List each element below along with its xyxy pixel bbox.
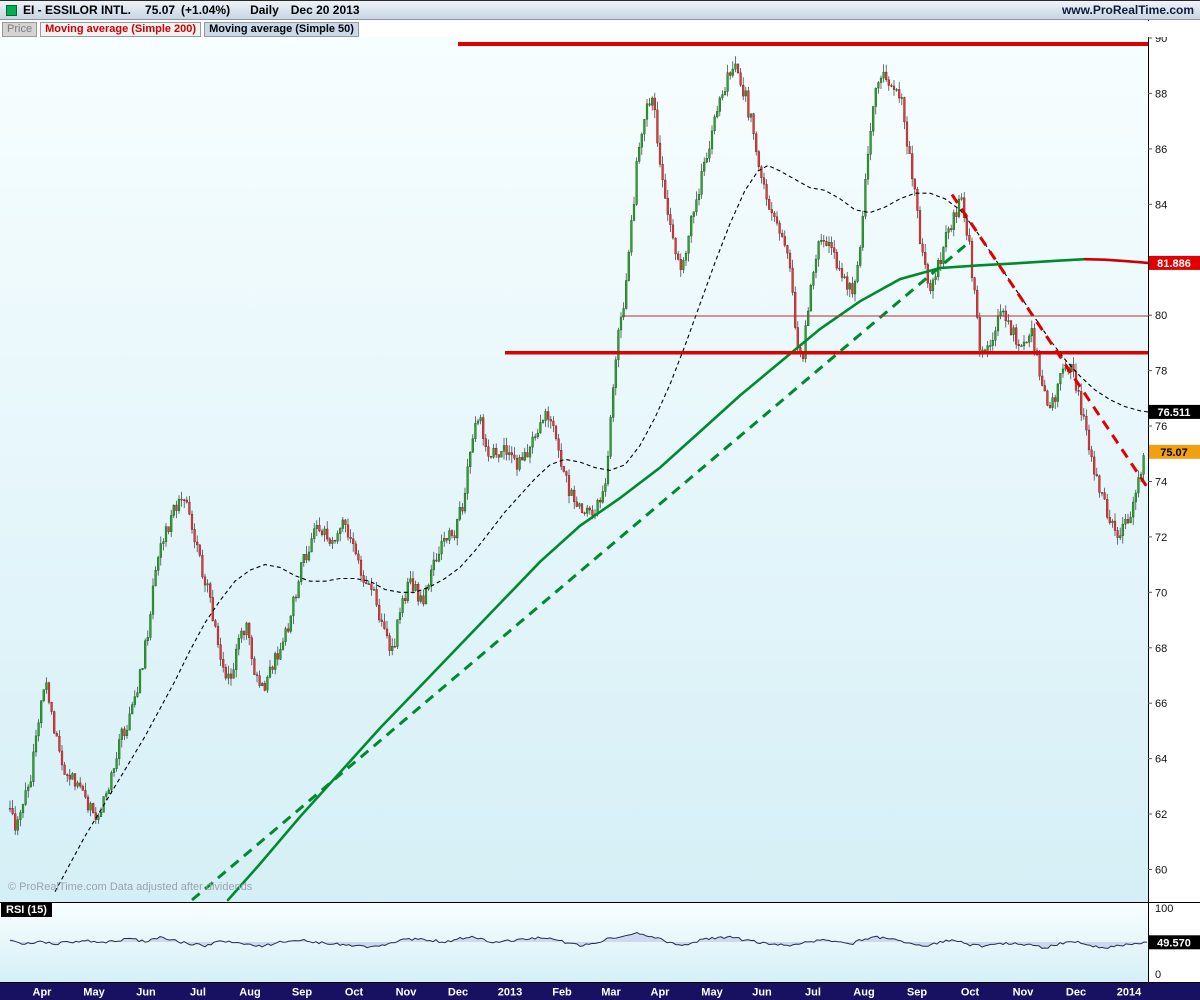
ma50-line <box>54 164 1148 892</box>
svg-text:Apr: Apr <box>651 987 671 999</box>
rsi-line <box>9 931 1148 949</box>
svg-text:Dec: Dec <box>448 987 468 999</box>
svg-text:Sep: Sep <box>907 987 927 999</box>
svg-text:0: 0 <box>1155 969 1161 981</box>
svg-text:Jul: Jul <box>805 987 821 999</box>
timeframe-label: Daily <box>250 3 279 17</box>
main-plot[interactable] <box>8 42 1148 902</box>
svg-text:Nov: Nov <box>1013 987 1035 999</box>
svg-text:74: 74 <box>1155 477 1167 489</box>
svg-text:64: 64 <box>1155 754 1167 766</box>
title-bar: EI - ESSILOR INTL. 75.07 (+1.04%) Daily … <box>0 0 1200 20</box>
time-axis: Apr May Jun Jul Aug Sep Oct Nov Dec 2013 Feb Mar Apr… <box>0 983 1200 1000</box>
svg-text:66: 66 <box>1155 698 1167 710</box>
svg-text:81.886: 81.886 <box>1157 258 1191 270</box>
instrument-title: EI - ESSILOR INTL. <box>23 3 132 17</box>
date-label: Dec 20 2013 <box>290 3 360 17</box>
svg-text:88: 88 <box>1155 88 1167 100</box>
last-price-text: 75.07 <box>145 3 176 17</box>
trendline-falling-resistance[interactable] <box>950 193 1148 490</box>
svg-text:100: 100 <box>1155 903 1173 915</box>
svg-text:May: May <box>701 987 723 999</box>
instrument-icon <box>6 4 17 16</box>
svg-text:76.511: 76.511 <box>1157 407 1190 419</box>
svg-text:84: 84 <box>1155 199 1167 211</box>
svg-text:Feb: Feb <box>552 987 572 999</box>
svg-text:2013: 2013 <box>498 987 522 999</box>
price-axis[interactable]: 90888684807876747270686664626081.88676.5… <box>1148 33 1200 981</box>
svg-text:Oct: Oct <box>345 987 364 999</box>
svg-text:60: 60 <box>1155 865 1167 877</box>
legend-bar: Price Moving average (Simple 200) Moving… <box>0 21 1200 37</box>
svg-text:62: 62 <box>1155 809 1167 821</box>
svg-text:Jun: Jun <box>136 987 156 999</box>
svg-text:Jul: Jul <box>190 987 206 999</box>
svg-text:78: 78 <box>1155 366 1167 378</box>
svg-text:70: 70 <box>1155 587 1167 599</box>
svg-text:Mar: Mar <box>601 987 621 999</box>
svg-text:Jun: Jun <box>752 987 772 999</box>
svg-text:68: 68 <box>1155 643 1167 655</box>
svg-text:75.07: 75.07 <box>1160 447 1188 459</box>
svg-text:Dec: Dec <box>1066 987 1086 999</box>
svg-text:2014: 2014 <box>1117 987 1142 999</box>
legend-price-chip[interactable]: Price <box>2 21 38 37</box>
legend-ma50-chip[interactable]: Moving average (Simple 50) <box>204 21 359 37</box>
legend-ma200-chip[interactable]: Moving average (Simple 200) <box>40 21 202 37</box>
svg-text:May: May <box>83 987 105 999</box>
svg-text:Oct: Oct <box>961 987 980 999</box>
svg-text:Aug: Aug <box>239 987 260 999</box>
svg-text:76: 76 <box>1155 421 1167 433</box>
svg-text:49.570: 49.570 <box>1157 937 1191 949</box>
price-change-text: (+1.04%) <box>181 3 231 17</box>
rsi-background <box>0 903 1148 982</box>
panel-separators <box>0 20 1200 983</box>
svg-text:80: 80 <box>1155 310 1167 322</box>
svg-text:72: 72 <box>1155 532 1167 544</box>
rsi-plot[interactable] <box>9 931 1148 949</box>
ma200-line <box>226 257 1087 902</box>
svg-text:Sep: Sep <box>292 987 312 999</box>
svg-text:86: 86 <box>1155 144 1167 156</box>
website-link[interactable]: www.ProRealTime.com <box>1061 3 1194 17</box>
svg-text:Aug: Aug <box>853 987 874 999</box>
ma200-line <box>1083 257 1148 265</box>
svg-text:Apr: Apr <box>33 987 53 999</box>
svg-text:Nov: Nov <box>396 987 418 999</box>
rsi-indicator-label[interactable]: RSI (15) <box>1 903 52 917</box>
candles-layer <box>8 56 1145 836</box>
watermark: © ProRealTime.com Data adjusted after di… <box>8 881 253 893</box>
